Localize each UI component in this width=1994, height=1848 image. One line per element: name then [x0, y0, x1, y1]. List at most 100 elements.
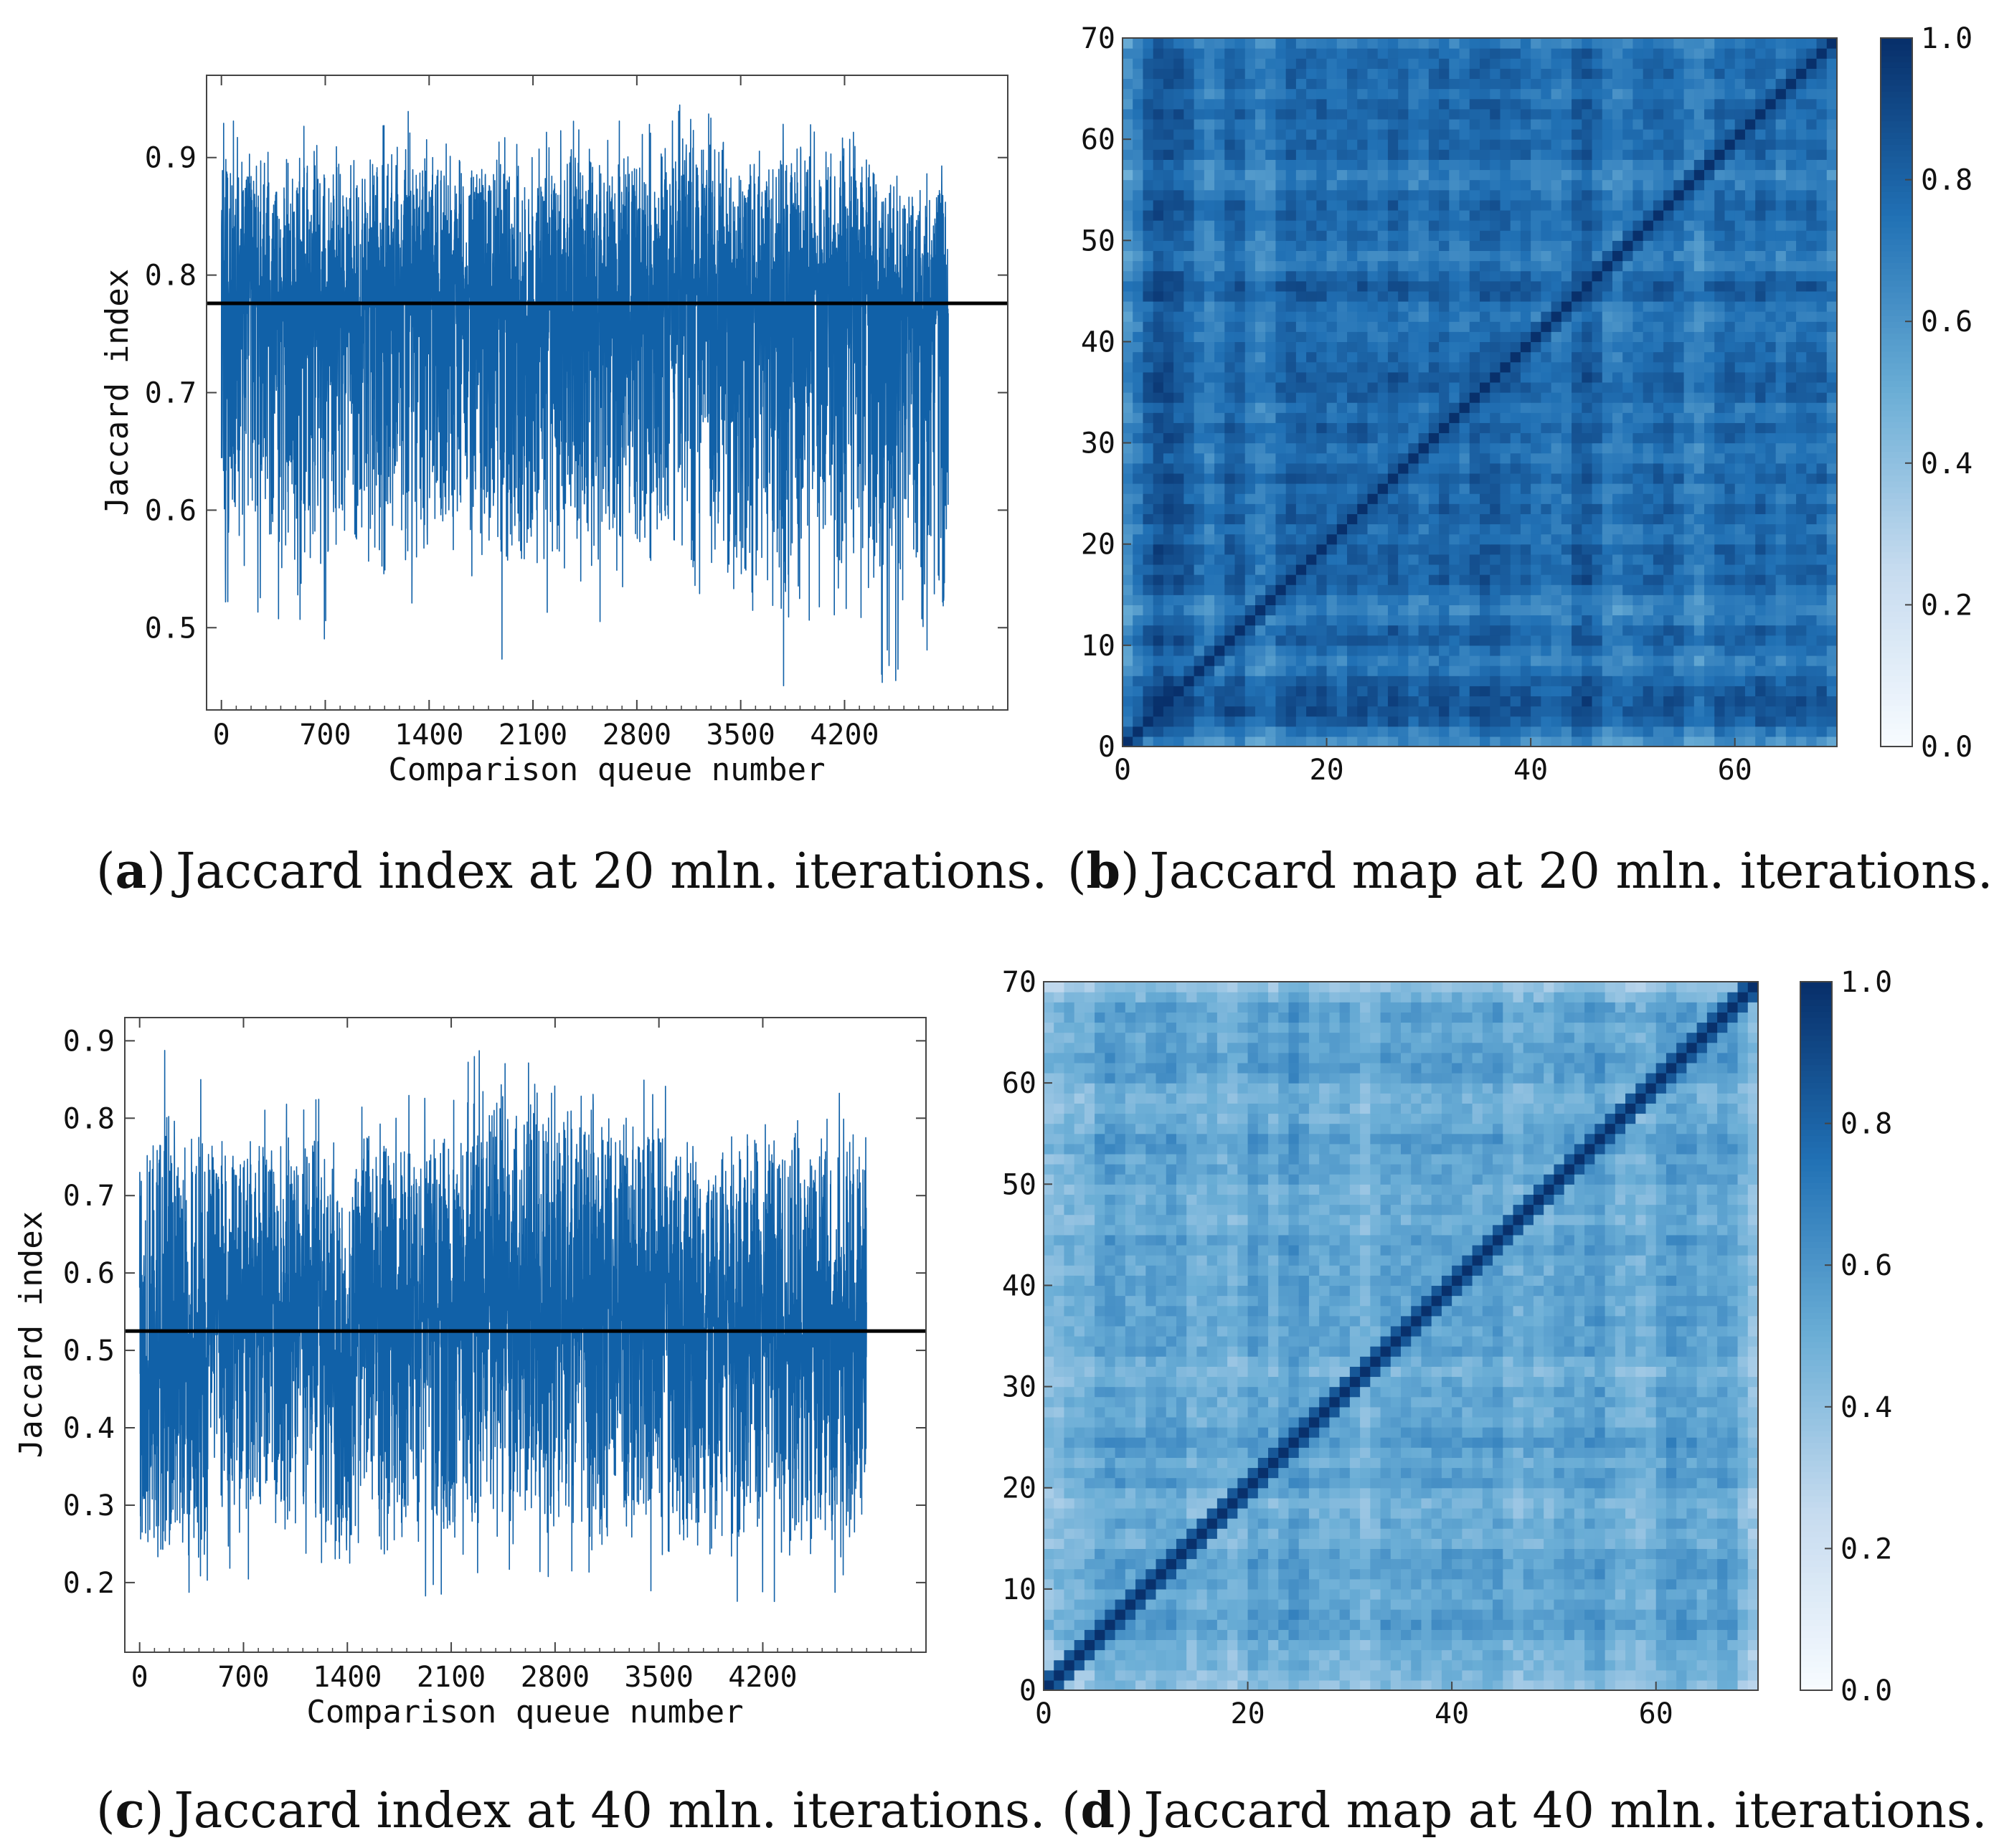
heatmap-cell	[1602, 371, 1613, 383]
heatmap-cell	[1285, 260, 1297, 272]
heatmap-cell	[1295, 655, 1307, 666]
heatmap-cell	[1673, 169, 1685, 181]
heatmap-cell	[1785, 331, 1797, 343]
heatmap-cell	[1714, 584, 1726, 595]
heatmap-cell	[1336, 696, 1348, 707]
heatmap-cell	[1796, 108, 1807, 120]
heatmap-cell	[1377, 361, 1389, 373]
heatmap-cell	[1744, 280, 1756, 292]
heatmap-cell	[1123, 615, 1133, 626]
heatmap-cell	[1347, 129, 1358, 140]
heatmap-cell	[1826, 503, 1838, 514]
heatmap-cell	[1336, 523, 1348, 535]
heatmap-cell	[1173, 605, 1184, 616]
heatmap-cell	[1582, 534, 1593, 545]
heatmap-cell	[1449, 686, 1460, 697]
heatmap-cell	[1214, 483, 1225, 494]
heatmap-cell	[1439, 331, 1450, 343]
heatmap-cell	[1244, 736, 1256, 747]
heatmap-cell	[1469, 665, 1480, 676]
heatmap-cell	[1123, 88, 1133, 100]
heatmap-cell	[1183, 422, 1195, 434]
heatmap-cell	[1785, 341, 1797, 353]
heatmap-cell	[1194, 108, 1205, 120]
heatmap-cell	[1204, 605, 1215, 616]
heatmap-cell	[1693, 240, 1705, 251]
heatmap-cell	[1336, 483, 1348, 494]
heatmap-cell	[1326, 736, 1338, 747]
heatmap-cell	[1224, 483, 1236, 494]
heatmap-cell	[1734, 594, 1746, 605]
heatmap-cell	[1775, 220, 1787, 231]
heatmap-cell	[1387, 159, 1399, 171]
heatmap-cell	[1806, 280, 1818, 292]
heatmap-cell	[1244, 696, 1256, 707]
heatmap-cell	[1643, 432, 1654, 444]
heatmap-cell	[1816, 169, 1828, 181]
heatmap-cell	[1653, 290, 1664, 302]
heatmap-cell	[1816, 665, 1828, 676]
heatmap-cell	[1510, 605, 1521, 616]
heatmap-cell	[1755, 321, 1766, 332]
heatmap-cell	[1632, 88, 1644, 100]
heatmap-cell	[1316, 463, 1328, 474]
heatmap-cell	[1244, 371, 1256, 383]
heatmap-cell	[1520, 686, 1531, 697]
heatmap-cell	[1826, 209, 1838, 221]
heatmap-cell	[1244, 493, 1256, 504]
heatmap-cell	[1765, 250, 1777, 262]
heatmap-cell	[1163, 38, 1174, 49]
heatmap-cell	[1163, 199, 1174, 211]
heatmap-cell	[1234, 422, 1246, 434]
heatmap-cell	[1459, 38, 1470, 49]
heatmap-cell	[1796, 129, 1807, 140]
heatmap-cell	[1214, 686, 1225, 697]
heatmap-cell	[1673, 696, 1685, 707]
heatmap-cell	[1714, 564, 1726, 575]
heatmap-cell	[1653, 574, 1664, 585]
heatmap-cell	[1592, 503, 1603, 514]
heatmap-cell	[1755, 159, 1766, 171]
heatmap-cell	[1153, 371, 1164, 383]
heatmap-cell	[1254, 270, 1266, 282]
heatmap-cell	[1796, 88, 1807, 100]
heatmap-cell	[1724, 523, 1736, 535]
heatmap-cell	[1234, 149, 1246, 160]
heatmap-cell	[1724, 361, 1736, 373]
heatmap-cell	[1826, 605, 1838, 616]
heatmap-cell	[1602, 220, 1613, 231]
heatmap-cell	[1551, 676, 1562, 686]
heatmap-cell	[1224, 169, 1236, 181]
heatmap-cell	[1551, 48, 1562, 59]
heatmap-cell	[1572, 270, 1582, 282]
heatmap-cell	[1469, 513, 1480, 525]
heatmap-cell	[1357, 179, 1369, 191]
heatmap-cell	[1398, 270, 1409, 282]
heatmap-cell	[1408, 605, 1419, 616]
heatmap-cell	[1163, 665, 1174, 676]
heatmap-cell	[1622, 412, 1634, 423]
heatmap-cell	[1826, 513, 1838, 525]
heatmap-cell	[1254, 371, 1266, 383]
heatmap-cell	[1123, 311, 1133, 322]
heatmap-cell	[1561, 199, 1572, 211]
heatmap-cell	[1826, 402, 1838, 413]
heatmap-cell	[1572, 686, 1582, 697]
heatmap-cell	[1765, 442, 1777, 454]
heatmap-cell	[1765, 189, 1777, 201]
heatmap-cell	[1173, 78, 1184, 90]
heatmap-cell	[1602, 584, 1613, 595]
heatmap-cell	[1439, 48, 1450, 59]
heatmap-cell	[1194, 230, 1205, 241]
heatmap-cell	[1582, 260, 1593, 272]
heatmap-cell	[1194, 412, 1205, 423]
heatmap-cell	[1663, 108, 1674, 120]
heatmap-cell	[1490, 331, 1501, 343]
heatmap-cell	[1357, 706, 1369, 717]
heatmap-cell	[1143, 686, 1154, 697]
heatmap-cell	[1561, 78, 1572, 90]
heatmap-cell	[1714, 473, 1726, 484]
heatmap-cell	[1275, 220, 1287, 231]
heatmap-cell	[1143, 58, 1154, 69]
heatmap-cell	[1347, 250, 1358, 262]
